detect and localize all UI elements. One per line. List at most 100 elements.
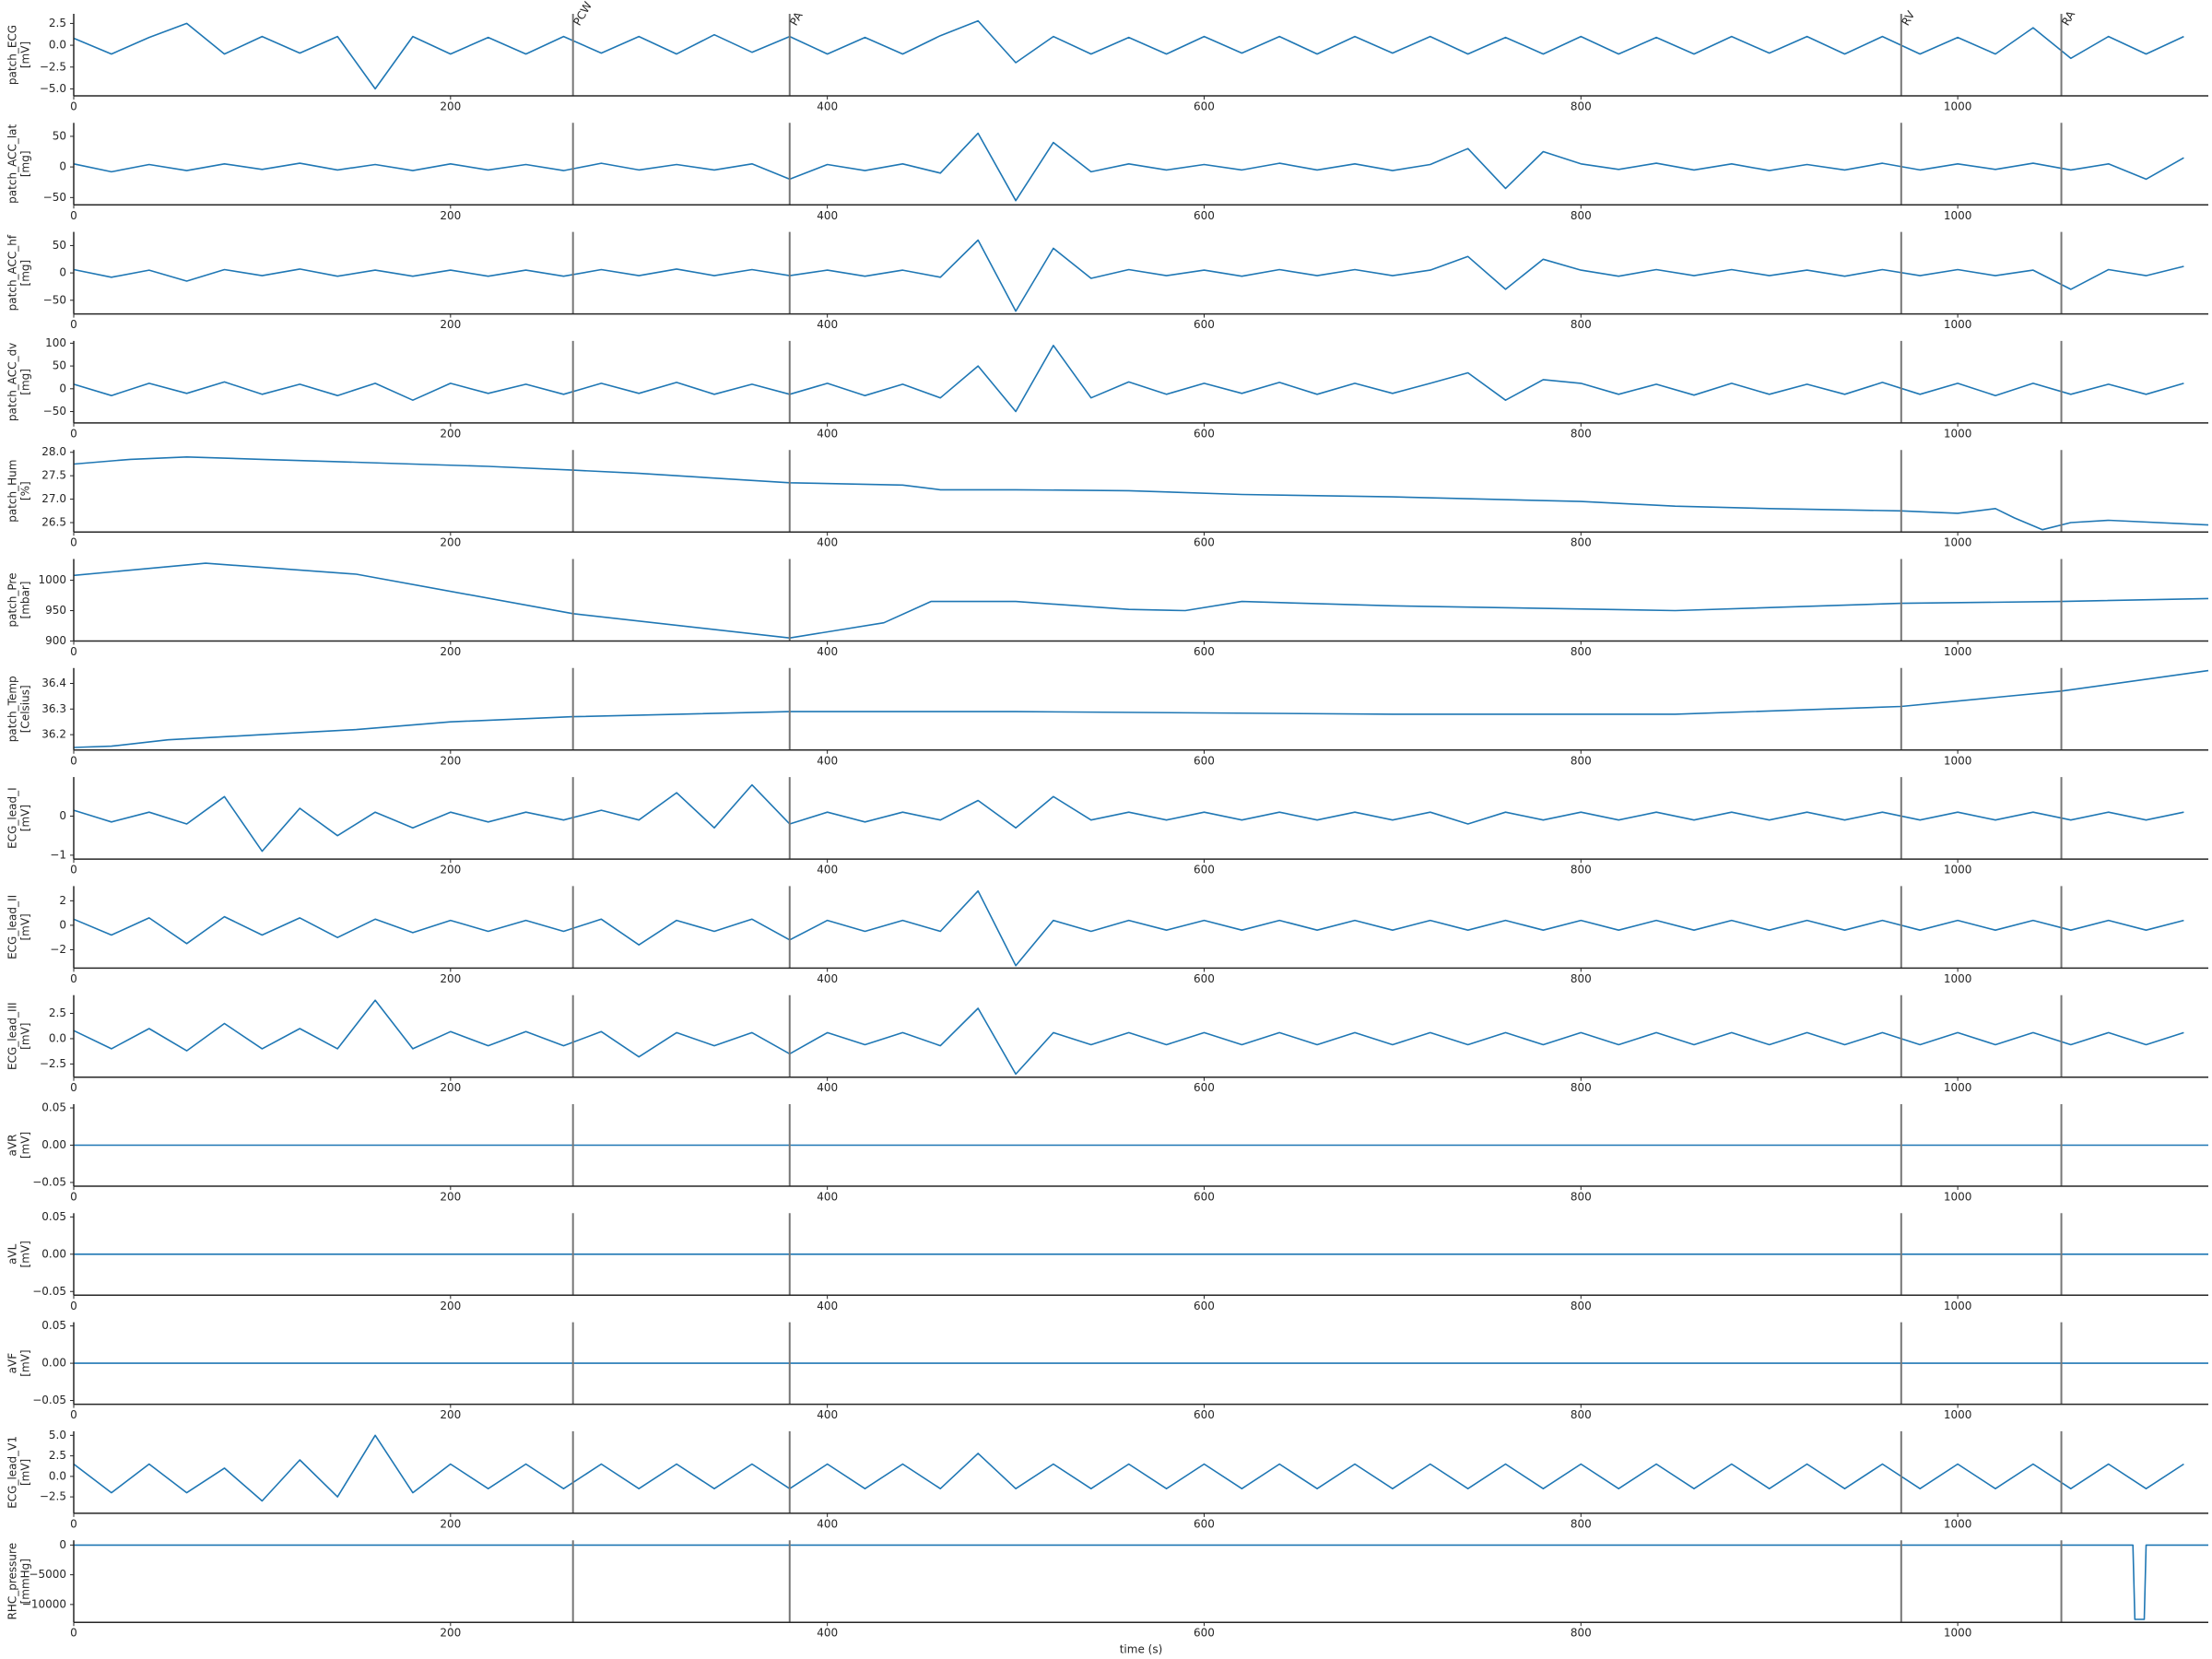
y-tick-label: 100 — [45, 336, 66, 349]
signal-line — [73, 562, 2209, 639]
x-tick-label: 600 — [1194, 1300, 1215, 1312]
x-tick-label: 0 — [70, 754, 77, 767]
x-tick-label: 600 — [1194, 1191, 1215, 1204]
x-tick-label: 1000 — [1944, 1517, 1972, 1530]
y-tick-label: −50 — [43, 405, 66, 418]
signal-line — [73, 132, 2184, 202]
x-tick-label: 600 — [1194, 864, 1215, 877]
x-tick-label: 600 — [1194, 427, 1215, 440]
y-tick-label: 27.5 — [41, 469, 66, 482]
y-axis-label: patch_ACC_dv — [6, 343, 19, 421]
x-tick-label: 1000 — [1944, 1081, 1972, 1094]
x-tick-label: 0 — [70, 972, 77, 985]
y-axis-label: aVR — [6, 1135, 19, 1157]
y-axis-label: [mg] — [19, 150, 32, 177]
x-tick-label: 1000 — [1944, 754, 1972, 767]
x-tick-label: 400 — [817, 1627, 838, 1640]
y-axis-label: RHC_pressure — [6, 1543, 19, 1620]
y-tick-label: 50 — [53, 129, 66, 142]
y-tick-label: 0.00 — [41, 1357, 66, 1370]
x-tick-label: 400 — [817, 1517, 838, 1530]
y-axis-label: patch_Pre — [6, 573, 19, 628]
x-tick-label: 400 — [817, 318, 838, 331]
x-tick-label: 1000 — [1944, 1627, 1972, 1640]
y-tick-label: 50 — [53, 239, 66, 252]
y-axis-label: [mbar] — [19, 582, 32, 619]
x-tick-label: 1000 — [1944, 209, 1972, 222]
x-tick-label: 800 — [1571, 1517, 1592, 1530]
x-tick-label: 200 — [440, 536, 461, 549]
y-tick-label: 36.3 — [41, 702, 66, 715]
x-tick-label: 1000 — [1944, 318, 1972, 331]
x-tick-label: 400 — [817, 427, 838, 440]
x-tick-label: 0 — [70, 209, 77, 222]
x-tick-label: 800 — [1571, 1191, 1592, 1204]
x-tick-label: 600 — [1194, 1408, 1215, 1421]
y-tick-label: 36.4 — [41, 677, 66, 689]
y-tick-label: 0.05 — [41, 1210, 66, 1223]
signal-line — [73, 783, 2184, 853]
x-tick-label: 800 — [1571, 209, 1592, 222]
x-tick-label: 800 — [1571, 1300, 1592, 1312]
signal-line — [74, 1544, 2208, 1620]
x-tick-label: 800 — [1571, 1408, 1592, 1421]
y-axis-label: [mV] — [19, 913, 32, 940]
y-tick-label: 0.0 — [49, 1469, 66, 1482]
y-tick-label: 0.0 — [49, 39, 66, 52]
x-tick-label: 1000 — [1944, 645, 1972, 658]
x-tick-label: 400 — [817, 864, 838, 877]
y-axis-label: patch_ACC_lat — [6, 124, 19, 203]
x-tick-label: 600 — [1194, 209, 1215, 222]
x-tick-label: 600 — [1194, 972, 1215, 985]
signal-line — [73, 889, 2184, 967]
x-tick-label: 200 — [440, 754, 461, 767]
x-tick-label: 200 — [440, 1627, 461, 1640]
x-tick-label: 600 — [1194, 536, 1215, 549]
signal-line — [73, 669, 2209, 748]
y-tick-label: 0.0 — [49, 1031, 66, 1044]
x-tick-label: 600 — [1194, 1081, 1215, 1094]
x-tick-label: 200 — [440, 645, 461, 658]
x-tick-label: 600 — [1194, 100, 1215, 113]
y-tick-label: 900 — [45, 634, 66, 647]
x-tick-label: 400 — [817, 209, 838, 222]
y-axis-label: aVL — [6, 1243, 19, 1265]
y-axis-label: patch_Temp — [6, 676, 19, 742]
y-tick-label: −50 — [43, 191, 66, 204]
x-axis-label: time (s) — [1120, 1643, 1163, 1656]
x-tick-label: 0 — [70, 1627, 77, 1640]
y-axis-label: [mV] — [19, 1132, 32, 1159]
y-axis-label: [mV] — [19, 805, 32, 831]
x-tick-label: 200 — [440, 1517, 461, 1530]
x-tick-label: 200 — [440, 972, 461, 985]
y-tick-label: 0.00 — [41, 1247, 66, 1260]
y-tick-label: 950 — [45, 604, 66, 617]
x-tick-label: 400 — [817, 100, 838, 113]
y-axis-label: [mV] — [19, 1241, 32, 1267]
x-tick-label: 600 — [1194, 318, 1215, 331]
y-axis-label: [mmHg] — [19, 1559, 32, 1604]
x-tick-label: 0 — [70, 1300, 77, 1312]
y-axis-label: patch_Hum — [6, 460, 19, 523]
x-tick-label: 1000 — [1944, 864, 1972, 877]
signal-line — [73, 1434, 2184, 1502]
x-tick-label: 800 — [1571, 864, 1592, 877]
x-tick-label: 0 — [70, 1517, 77, 1530]
y-axis-label: ECG_lead_II — [6, 895, 19, 959]
x-tick-label: 200 — [440, 864, 461, 877]
y-tick-label: −5000 — [29, 1568, 66, 1581]
x-tick-label: 800 — [1571, 754, 1592, 767]
y-tick-label: −10000 — [22, 1597, 66, 1610]
y-tick-label: 0 — [59, 382, 66, 394]
x-tick-label: 800 — [1571, 536, 1592, 549]
y-axis-label: [mV] — [19, 41, 32, 68]
signal-line — [73, 345, 2184, 413]
y-tick-label: −2 — [50, 943, 66, 956]
y-tick-label: 0.05 — [41, 1101, 66, 1114]
y-tick-label: 0 — [59, 809, 66, 822]
y-tick-label: 5.0 — [49, 1429, 66, 1441]
x-tick-label: 0 — [70, 318, 77, 331]
x-tick-label: 200 — [440, 100, 461, 113]
y-tick-label: 2.5 — [49, 1006, 66, 1019]
